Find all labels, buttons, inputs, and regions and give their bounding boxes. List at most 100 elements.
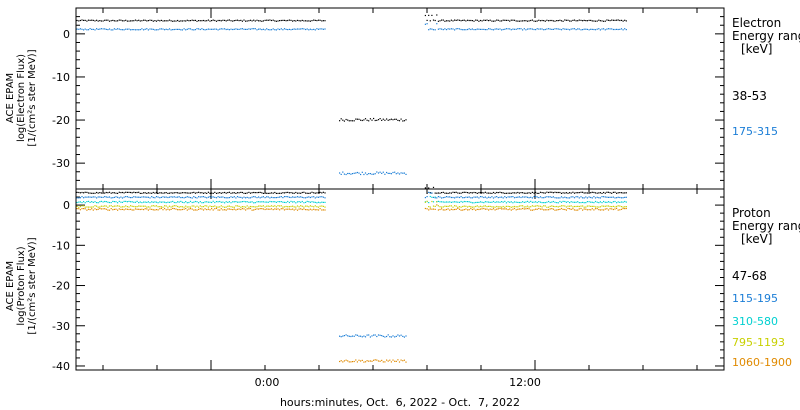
electron-data-point xyxy=(611,19,613,21)
electron-data-point xyxy=(535,29,537,31)
proton-data-point xyxy=(112,192,114,194)
proton-data-point xyxy=(212,192,214,194)
proton-data-point xyxy=(538,205,540,207)
electron-data-point xyxy=(282,29,284,31)
electron-data-point xyxy=(355,172,357,174)
proton-data-point xyxy=(97,202,99,204)
electron-data-point xyxy=(215,20,218,22)
proton-data-point xyxy=(206,197,208,199)
proton-data-point xyxy=(515,192,517,194)
proton-data-point xyxy=(567,197,569,199)
proton-data-point xyxy=(499,201,501,203)
proton-data-point xyxy=(107,196,109,198)
electron-data-point xyxy=(245,28,247,30)
electron-data-point xyxy=(253,19,255,21)
proton-data-point xyxy=(269,205,271,207)
proton-data-point xyxy=(136,196,138,198)
proton-data-point xyxy=(481,206,483,208)
proton-data-point xyxy=(513,192,516,194)
electron-data-point xyxy=(162,20,164,22)
proton-data-point xyxy=(452,201,454,203)
proton-data-point xyxy=(314,201,316,203)
electron-data-point xyxy=(339,120,341,122)
proton-data-point xyxy=(486,206,488,208)
proton-data-point xyxy=(128,196,130,198)
proton-data-point xyxy=(515,206,517,208)
proton-data-point xyxy=(484,208,486,210)
proton-data-point xyxy=(243,208,245,210)
proton-data-point xyxy=(147,206,149,208)
proton-data-point xyxy=(397,334,399,336)
electron-data-point xyxy=(107,19,109,21)
proton-data-point xyxy=(450,196,452,199)
electron-data-point xyxy=(270,29,273,31)
proton-data-point xyxy=(364,361,367,363)
electron-data-point xyxy=(494,20,496,22)
proton-data-point xyxy=(149,192,151,194)
electron-data-point xyxy=(562,28,564,30)
proton-data-point xyxy=(146,208,148,210)
proton-data-point xyxy=(258,191,260,194)
proton-data-point xyxy=(434,196,436,198)
electron-data-point xyxy=(157,19,159,21)
proton-data-point xyxy=(189,206,192,208)
proton-data-point xyxy=(369,336,371,338)
electron-data-point xyxy=(317,19,320,21)
proton-data-point xyxy=(177,201,179,203)
proton-data-point xyxy=(306,209,308,211)
proton-data-point xyxy=(228,197,230,199)
proton-data-point xyxy=(554,209,556,211)
proton-data-point xyxy=(575,201,577,203)
electron-data-point xyxy=(196,28,198,30)
proton-data-point xyxy=(295,206,297,208)
proton-data-point xyxy=(475,196,477,198)
proton-data-point xyxy=(565,197,567,199)
electron-data-point xyxy=(585,28,587,30)
electron-data-point xyxy=(112,29,114,31)
proton-data-point xyxy=(280,201,282,203)
proton-data-point xyxy=(173,201,175,204)
proton-data-point xyxy=(535,208,537,210)
proton-data-point xyxy=(441,201,443,203)
electron-data-point xyxy=(381,172,383,174)
proton-data-point xyxy=(123,200,125,202)
proton-data-point xyxy=(293,209,295,211)
electron-data-point xyxy=(492,29,495,31)
electron-data-point xyxy=(266,19,268,21)
proton-data-point xyxy=(603,196,605,198)
proton-data-point xyxy=(102,201,104,203)
electron-data-point xyxy=(567,28,569,30)
proton-data-point xyxy=(556,202,558,204)
proton-data-point xyxy=(136,200,138,202)
electron-data-point xyxy=(374,119,376,122)
proton-data-point xyxy=(282,206,284,208)
proton-data-point xyxy=(141,192,143,194)
proton-data-point xyxy=(141,205,143,207)
proton-data-point xyxy=(376,359,378,361)
electron-data-point xyxy=(130,29,132,31)
electron-data-point xyxy=(168,19,171,21)
electron-ylabel-line1: ACE EPAM xyxy=(5,73,16,123)
electron-data-point xyxy=(259,20,261,22)
proton-data-point xyxy=(274,205,276,207)
proton-data-point xyxy=(165,202,167,204)
proton-data-point xyxy=(486,192,488,194)
x-tick-label-1200: 12:00 xyxy=(509,376,541,389)
proton-data-point xyxy=(616,207,618,209)
electron-data-point xyxy=(616,19,618,21)
proton-data-point xyxy=(212,196,214,198)
proton-data-point xyxy=(202,209,205,211)
proton-data-point xyxy=(125,200,127,202)
proton-data-point xyxy=(138,205,140,207)
proton-data-point xyxy=(308,192,310,194)
proton-data-point xyxy=(476,192,478,194)
proton-data-point xyxy=(295,202,297,204)
electron-data-point xyxy=(253,28,255,30)
proton-data-point xyxy=(445,201,448,203)
proton-data-point xyxy=(243,192,245,194)
electron-data-point xyxy=(562,20,564,22)
electron-legend-unit: [keV] xyxy=(741,42,772,56)
proton-data-point xyxy=(167,196,169,199)
electron-data-point xyxy=(89,19,91,21)
electron-data-point xyxy=(611,28,613,30)
